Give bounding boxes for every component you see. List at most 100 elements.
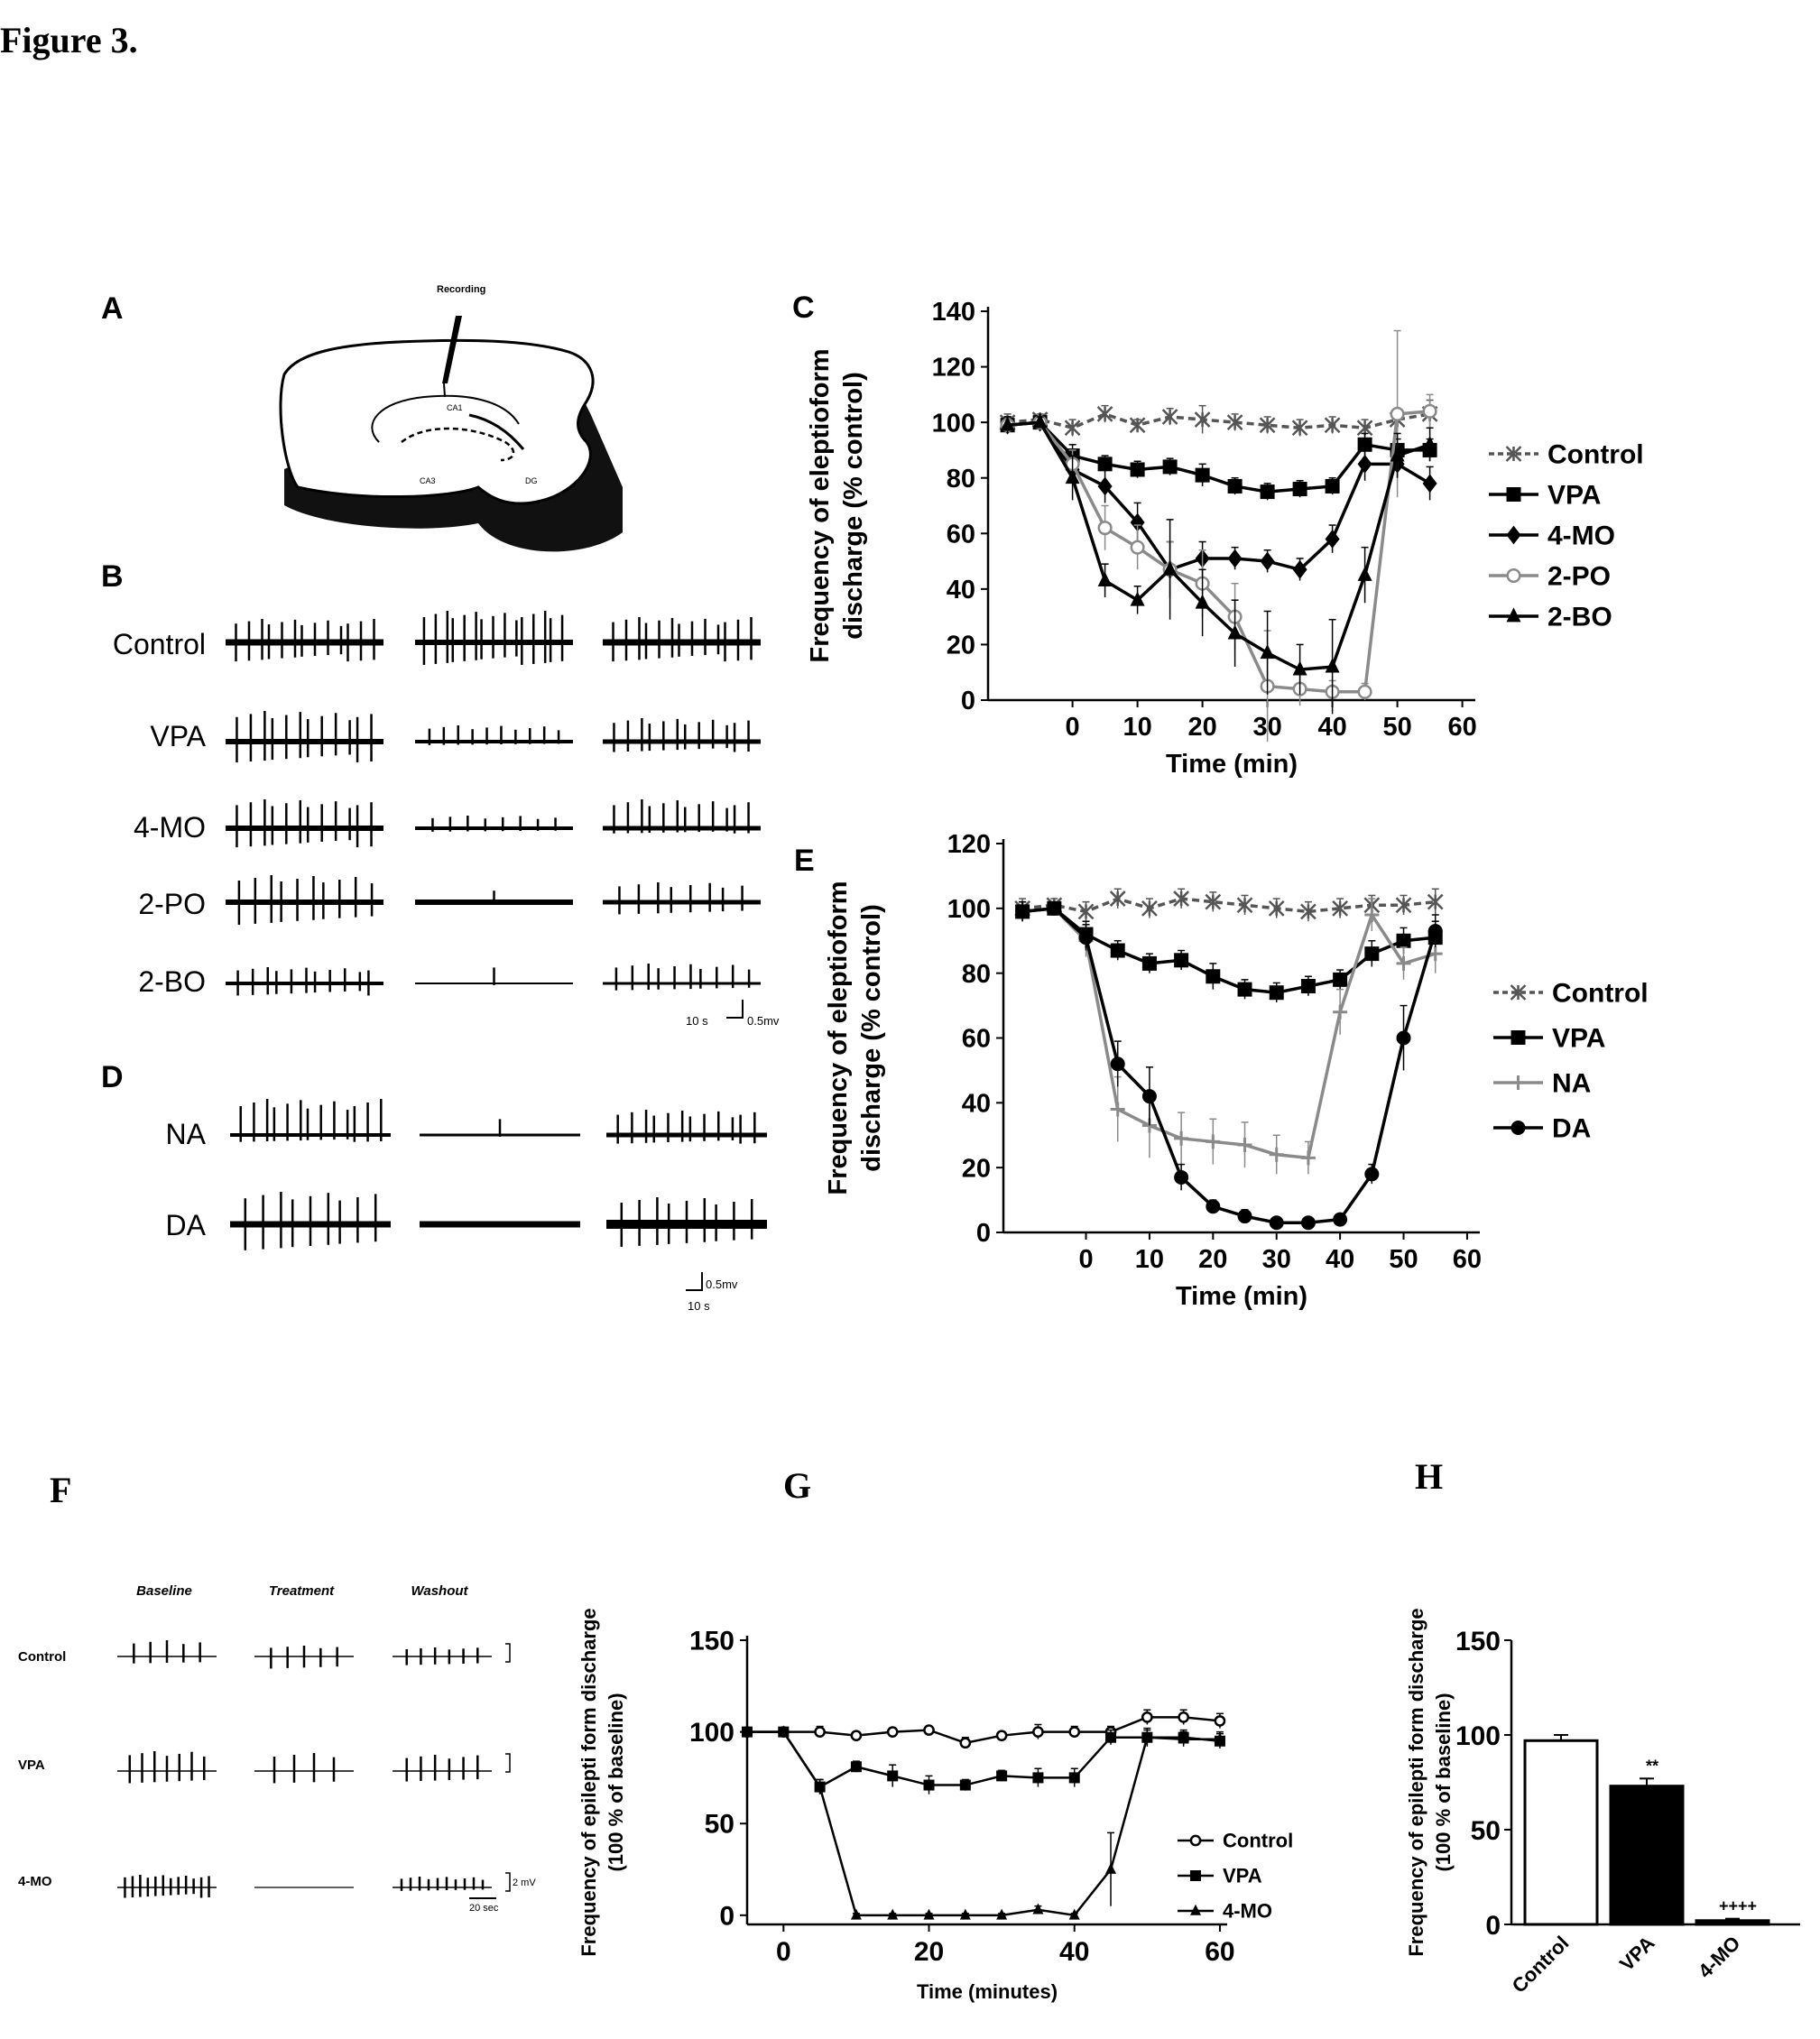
chart-e-point: [1396, 933, 1411, 948]
panel-d-traces: [230, 1099, 767, 1250]
chart-c-point: [1227, 549, 1243, 568]
panel-b-letter: B: [101, 559, 124, 594]
panel-b-trace-3-2: [603, 882, 761, 915]
chart-g-ytick-label: 150: [689, 1627, 734, 1656]
chart-e-series-line: [1021, 897, 1436, 914]
panel-b-trace-0-1: [415, 611, 573, 665]
chart-e-series-da: [1015, 900, 1443, 1231]
panel-b-trace-0-2: [603, 617, 761, 662]
panel-f-scale-time: 20 sec: [469, 1903, 499, 1914]
chart-g-point: [959, 1779, 971, 1791]
chart-g-series-line: [747, 1730, 1221, 1789]
panel-b-scale-time: 10 s: [686, 1014, 708, 1028]
chart-c-point: [1422, 436, 1437, 451]
chart-g: 0 50 100 150 0 20 40 60 Time (minutes) Frequency …: [577, 1608, 1293, 2003]
chart-g-point: [778, 1725, 790, 1737]
chart-g-point: [1068, 1772, 1080, 1784]
chart-e-point: [1300, 1215, 1316, 1231]
panel-b-trace-2-1: [415, 816, 573, 832]
chart-e-legend-marker: [1511, 1030, 1526, 1045]
chart-e-legend-item: VPA: [1493, 1024, 1605, 1054]
chart-e-point: [1141, 1089, 1157, 1104]
chart-e-point: [1078, 930, 1094, 946]
panel-g-letter: G: [783, 1465, 811, 1506]
chart-h-significance-mark: ++++: [1719, 1897, 1757, 1915]
chart-c-legend-label: 2-PO: [1547, 562, 1611, 592]
panel-b-row-label-2bo: 2-BO: [138, 965, 206, 998]
chart-g-legend-marker: [1190, 1870, 1201, 1881]
chart-c-point: [1097, 572, 1113, 587]
chart-e-point: [1427, 923, 1443, 938]
chart-c-legend-item: 4-MO: [1489, 521, 1615, 551]
chart-g-ytick-label: 50: [705, 1810, 734, 1840]
chart-e-point: [1206, 1134, 1221, 1149]
chart-c-point: [1227, 624, 1243, 640]
chart-c-point: [1130, 512, 1145, 532]
panel-b-trace-1-0: [226, 711, 383, 763]
chart-e-ytick-label: 100: [947, 895, 991, 924]
chart-h-bar-control: [1523, 1739, 1599, 1926]
chart-c-point: [1260, 644, 1275, 660]
panel-d-scale-volt: 0.5mv: [706, 1278, 738, 1291]
chart-c-point: [1325, 478, 1340, 494]
chart-e-point: [1268, 900, 1285, 917]
panel-f-trace-2-2: [393, 1877, 492, 1891]
chart-c-legend-marker: [1506, 525, 1521, 545]
chart-c-series-line: [1007, 420, 1431, 671]
chart-h-significance-mark: **: [1646, 1757, 1658, 1775]
panel-f-scale-bars: 2 mV 20 sec: [469, 1643, 536, 1914]
chart-g-point: [959, 1737, 972, 1749]
chart-h-category-label: 4-MO: [1694, 1932, 1745, 1983]
chart-c-xtick-label: 20: [1187, 713, 1216, 742]
panel-d-trace-0-2: [606, 1110, 767, 1144]
chart-c-series-control: [999, 399, 1438, 437]
chart-e-point: [1332, 900, 1349, 917]
chart-c-point: [1292, 559, 1307, 579]
chart-e-ylabel-line2: discharge (% control): [857, 904, 886, 1172]
chart-e-point: [1333, 1212, 1348, 1227]
panel-d-trace-0-0: [230, 1099, 391, 1142]
chart-g-point: [1032, 1772, 1044, 1784]
panel-f-trace-2-0: [117, 1875, 217, 1898]
chart-g-point: [886, 1726, 899, 1738]
ca1-label: CA1: [447, 403, 463, 412]
chart-c-point: [1357, 684, 1372, 699]
chart-e-point: [1427, 893, 1444, 910]
chart-c-point: [1065, 469, 1080, 484]
chart-g-legend-item: Control: [1178, 1830, 1293, 1852]
chart-e-point: [1174, 1169, 1189, 1185]
chart-g-series-line: [747, 1730, 1220, 1917]
chart-c-legend-label: 2-BO: [1547, 603, 1612, 632]
chart-e-ytick-label: 0: [976, 1219, 991, 1248]
panel-d: D NA DA 0.5mv 10 s: [101, 1060, 767, 1313]
chart-e: 0 20 40 60 80 100 120 0 10 20 30 40 50 60 Time (min) Fr…: [824, 830, 1649, 1311]
chart-g-point: [1032, 1726, 1044, 1738]
chart-e-legend-item: Control: [1493, 979, 1649, 1009]
chart-e-ytick-label: 80: [962, 960, 991, 989]
chart-c-point: [1422, 474, 1437, 494]
chart-c-point: [1097, 521, 1113, 536]
chart-e-xlabel: Time (min): [1176, 1282, 1307, 1311]
chart-c-series-2-bo: [1000, 413, 1437, 715]
chart-e-point: [1237, 1209, 1252, 1224]
chart-c-point: [1195, 594, 1210, 609]
chart-g-point: [1141, 1730, 1153, 1742]
chart-c-point: [1259, 417, 1276, 434]
chart-e-xtick-label: 40: [1326, 1245, 1354, 1274]
chart-c-point: [1357, 437, 1372, 452]
chart-c-point: [1227, 478, 1243, 494]
panel-b-trace-1-2: [603, 718, 761, 752]
chart-h-ytick-label: 100: [1455, 1721, 1501, 1751]
ca3-label: CA3: [420, 476, 436, 485]
chart-e-xtick-label: 60: [1453, 1245, 1482, 1274]
recording-label: Recording: [437, 284, 485, 295]
chart-c-xtick-label: 10: [1122, 713, 1151, 742]
panel-f-trace-1-0: [117, 1751, 217, 1784]
panel-b: B Control VPA 4-MO 2-PO 2-BO 10 s 0.5mv: [101, 559, 780, 1028]
chart-e-series-line: [1021, 907, 1437, 1160]
chart-g-point: [923, 1724, 935, 1736]
chart-c-ytick-label: 40: [947, 576, 975, 604]
chart-e-legend-marker: [1511, 1075, 1526, 1090]
chart-g-xtick-label: 20: [914, 1937, 944, 1967]
